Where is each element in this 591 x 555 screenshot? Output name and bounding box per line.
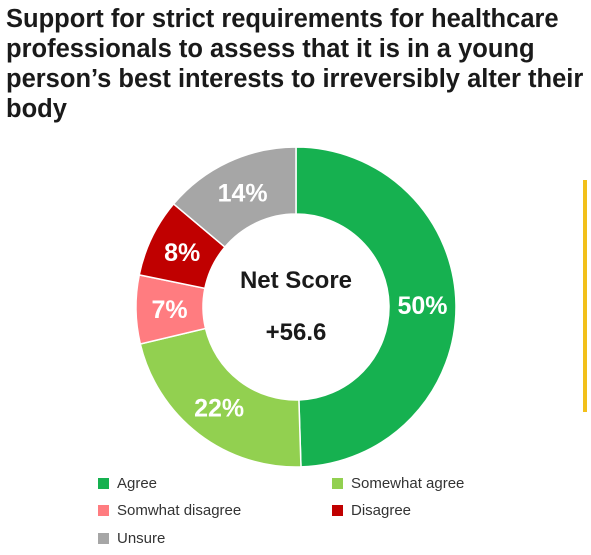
slice-agree: [295, 146, 457, 468]
donut-slices: [135, 146, 457, 468]
slice-unsure: [172, 146, 297, 249]
net-score-label: Net Score: [240, 267, 352, 294]
slice-somewhat-agree: [139, 327, 302, 468]
slice-label-unsure: 14%: [218, 179, 268, 207]
accent-bar: [583, 180, 587, 412]
slice-label-somewhat-agree: 22%: [194, 394, 244, 422]
slice-label-somewhat-disagree: 7%: [151, 296, 187, 324]
slice-labels: 50% 22% 7% 8% 14%: [151, 179, 447, 422]
net-score-value: +56.6: [266, 319, 327, 346]
chart-title: Support for strict requirements for heal…: [6, 5, 584, 123]
slice-label-agree: 50%: [397, 292, 447, 320]
slice-label-disagree: 8%: [164, 239, 200, 267]
